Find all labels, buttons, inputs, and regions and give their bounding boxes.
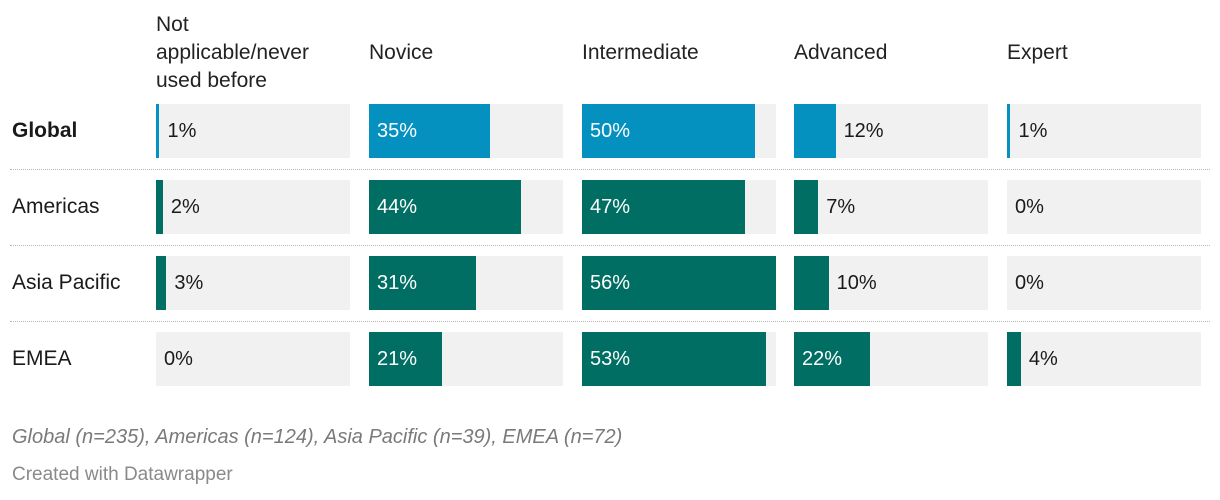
value-label: 21%: [377, 347, 418, 370]
column-header-not-applicable-never-used-before: Not applicable/never used before: [156, 13, 309, 92]
column-header-advanced: Advanced: [794, 41, 888, 64]
value-label: 7%: [826, 195, 856, 218]
value-label: 50%: [590, 119, 631, 142]
value-label: 4%: [1028, 347, 1058, 370]
cell-global-intermediate: 50%: [582, 104, 776, 158]
bar-americas-intermediate: [582, 180, 745, 234]
cell-asia-pacific-not-applicable-never-used-before: 3%: [156, 256, 350, 310]
column-header-expert: Expert: [1007, 41, 1068, 64]
bar-asia-pacific-advanced: [794, 256, 829, 310]
row-divider: [10, 321, 1210, 322]
cell-emea-not-applicable-never-used-before: 0%: [156, 332, 350, 386]
cell-americas-intermediate: 47%: [582, 180, 776, 234]
row-label-global: Global: [12, 119, 78, 142]
value-label: 47%: [590, 195, 631, 218]
row-label-asia-pacific: Asia Pacific: [12, 271, 121, 294]
datawrapper-credit: Created with Datawrapper: [12, 464, 233, 485]
bar-global-advanced: [794, 104, 836, 158]
row-divider: [10, 245, 1210, 246]
cell-asia-pacific-novice: 31%: [369, 256, 563, 310]
bar-asia-pacific-intermediate: [582, 256, 776, 310]
bar-emea-advanced: [794, 332, 871, 386]
bar-asia-pacific-novice: [369, 256, 477, 310]
cell-asia-pacific-intermediate: 56%: [582, 256, 776, 310]
bar-americas-not-applicable-never-used-before: [156, 180, 163, 234]
cell-asia-pacific-expert: 0%: [1007, 256, 1201, 310]
bar-global-expert: [1007, 104, 1011, 158]
cell-americas-advanced: 7%: [794, 180, 988, 234]
cell-global-expert: 1%: [1007, 104, 1201, 158]
value-label: 1%: [1018, 119, 1048, 142]
column-header-novice: Novice: [369, 41, 434, 64]
value-label: 22%: [802, 347, 843, 370]
bar-emea-expert: [1007, 332, 1021, 386]
value-label: 44%: [377, 195, 418, 218]
cell-emea-expert: 4%: [1007, 332, 1201, 386]
value-label: 31%: [377, 271, 418, 294]
bar-emea-intermediate: [582, 332, 766, 386]
cell-americas-not-applicable-never-used-before: 2%: [156, 180, 350, 234]
bar-global-not-applicable-never-used-before: [156, 104, 160, 158]
cell-americas-novice: 44%: [369, 180, 563, 234]
value-label: 10%: [836, 271, 877, 294]
row-label-americas: Americas: [12, 195, 100, 218]
value-label: 0%: [1015, 195, 1044, 218]
cell-emea-advanced: 22%: [794, 332, 988, 386]
bar-americas-advanced: [794, 180, 819, 234]
sample-size-note: Global (n=235), Americas (n=124), Asia P…: [12, 426, 623, 448]
cell-emea-novice: 21%: [369, 332, 563, 386]
value-label: 53%: [590, 347, 631, 370]
cell-americas-expert: 0%: [1007, 180, 1201, 234]
bar-global-intermediate: [582, 104, 756, 158]
cell-global-advanced: 12%: [794, 104, 988, 158]
value-label: 56%: [590, 271, 631, 294]
value-label: 2%: [170, 195, 200, 218]
cell-global-not-applicable-never-used-before: 1%: [156, 104, 350, 158]
value-label: 35%: [377, 119, 418, 142]
value-label: 12%: [843, 119, 884, 142]
value-label: 1%: [167, 119, 197, 142]
chart-table: Not applicable/never used before Novice In…: [10, 13, 1210, 386]
bar-asia-pacific-not-applicable-never-used-before: [156, 256, 167, 310]
bar-emea-novice: [369, 332, 442, 386]
column-header-intermediate: Intermediate: [582, 41, 699, 64]
value-label: 0%: [164, 347, 193, 370]
cell-emea-intermediate: 53%: [582, 332, 776, 386]
value-label: 3%: [174, 271, 204, 294]
bar-americas-novice: [369, 180, 522, 234]
cell-asia-pacific-advanced: 10%: [794, 256, 988, 310]
row-divider: [10, 169, 1210, 170]
value-label: 0%: [1015, 271, 1044, 294]
bar-global-novice: [369, 104, 491, 158]
cell-global-novice: 35%: [369, 104, 563, 158]
row-label-emea: EMEA: [12, 347, 72, 370]
